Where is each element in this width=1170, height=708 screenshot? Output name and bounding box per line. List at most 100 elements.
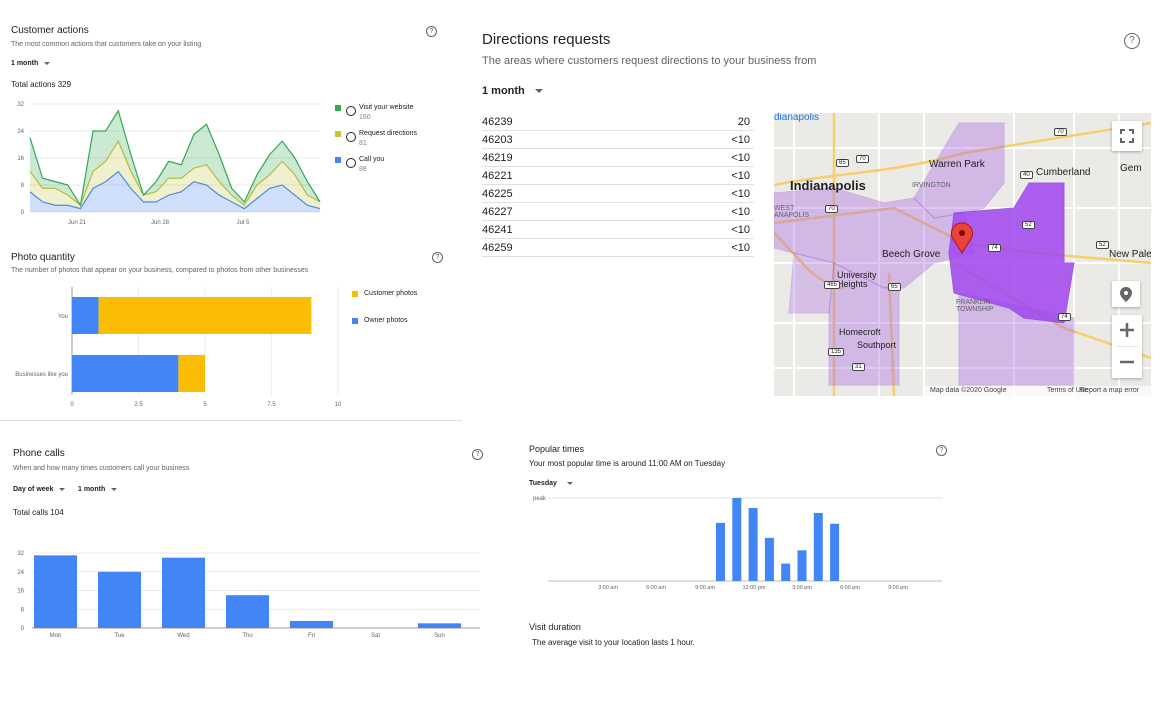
plus-icon bbox=[1120, 323, 1134, 337]
request-count: <10 bbox=[731, 188, 750, 200]
chevron-down-icon bbox=[566, 481, 573, 485]
zoom-out-button[interactable] bbox=[1112, 347, 1142, 378]
period-label: 1 month bbox=[78, 486, 106, 493]
bar bbox=[34, 555, 77, 628]
bar bbox=[162, 557, 205, 628]
phone-calls-title: Phone calls bbox=[13, 448, 65, 459]
popular-times-subtitle: Your most popular time is around 11:00 A… bbox=[529, 459, 726, 468]
popular-times-day-dropdown[interactable]: Tuesday bbox=[529, 480, 573, 487]
x-tick-label: 10 bbox=[335, 402, 342, 408]
series-line bbox=[29, 139, 321, 207]
highway-shield: 40 bbox=[1020, 171, 1033, 179]
bar bbox=[716, 522, 725, 581]
table-row: 46219 <10 bbox=[482, 149, 754, 167]
zip-code: 46241 bbox=[482, 224, 513, 236]
highway-shield: 52 bbox=[1022, 221, 1035, 229]
request-count: <10 bbox=[731, 170, 750, 182]
x-tick-label: Tue bbox=[114, 633, 125, 639]
visit-duration-text: The average visit to your location lasts… bbox=[532, 638, 695, 647]
y-tick-label: 24 bbox=[17, 129, 24, 135]
popular-times-title: Popular times bbox=[529, 444, 585, 454]
bar bbox=[290, 620, 333, 628]
legend-label: Visit your website bbox=[359, 104, 414, 111]
y-tick-label: 16 bbox=[17, 156, 24, 162]
highway-shield: 52 bbox=[1096, 241, 1109, 249]
zip-code: 46259 bbox=[482, 242, 513, 254]
map-place-label: Indianapolis bbox=[790, 178, 866, 193]
directions-icon bbox=[346, 132, 356, 142]
bar bbox=[98, 571, 141, 628]
map-place-label: FRANKLIN TOWNSHIP bbox=[956, 299, 994, 314]
zoom-in-button[interactable] bbox=[1112, 315, 1142, 346]
x-tick-label: 3:00 pm bbox=[792, 585, 812, 591]
phone-calls-subtitle: When and how many times customers call y… bbox=[13, 465, 190, 472]
bar-segment bbox=[72, 297, 99, 334]
map-place-label: New Pales bbox=[1109, 249, 1151, 260]
x-tick-label: Jun 21 bbox=[68, 220, 87, 226]
chevron-down-icon bbox=[44, 61, 51, 65]
x-tick-label: 7.5 bbox=[267, 402, 276, 408]
phone-calls-total: Total calls 104 bbox=[13, 508, 64, 517]
table-row: 46259 <10 bbox=[482, 239, 754, 257]
x-tick-label: Mon bbox=[50, 633, 62, 639]
map-report-link[interactable]: Report a map error bbox=[1080, 387, 1140, 394]
request-count: <10 bbox=[731, 242, 750, 254]
x-tick-label: 5 bbox=[203, 402, 207, 408]
chevron-down-icon bbox=[111, 487, 118, 491]
phone-calls-day-dropdown[interactable]: Day of week bbox=[13, 486, 66, 493]
day-label: Tuesday bbox=[529, 480, 557, 487]
fullscreen-button[interactable] bbox=[1112, 121, 1142, 151]
highway-shield: 65 bbox=[888, 283, 901, 291]
popular-times-help-icon[interactable]: ? bbox=[936, 445, 947, 456]
map-place-label: IRVINGTON bbox=[912, 182, 951, 189]
x-tick-label: 3:00 am bbox=[598, 585, 618, 591]
customer-actions-chart: 32 24 16 8 0 Jun 21 Jun 28 Jul 5 bbox=[17, 102, 321, 226]
map-place-label: dianapolis bbox=[774, 113, 820, 123]
zip-code: 46203 bbox=[482, 134, 513, 146]
y-tick-label: 32 bbox=[17, 102, 24, 108]
map-place-label: Warren Park bbox=[929, 159, 985, 170]
map-place-label: Cumberland bbox=[1036, 167, 1091, 178]
phone-calls-help-icon[interactable]: ? bbox=[472, 449, 483, 460]
directions-subtitle: The areas where customers request direct… bbox=[482, 55, 817, 67]
customer-actions-period-dropdown[interactable]: 1 month bbox=[11, 60, 51, 67]
x-tick-label: 6:00 am bbox=[646, 585, 666, 591]
series-line bbox=[29, 170, 321, 210]
directions-map[interactable]: dianapolis Indianapolis Warren Park IRVINGT… bbox=[774, 113, 1151, 396]
legend-label: Call you bbox=[359, 156, 385, 163]
bar bbox=[748, 507, 758, 581]
my-location-button[interactable] bbox=[1112, 281, 1140, 307]
minus-icon bbox=[1120, 360, 1134, 364]
bar bbox=[418, 623, 461, 628]
legend-value: 81 bbox=[359, 140, 367, 147]
map-terms-link[interactable]: Terms of Use bbox=[1047, 387, 1089, 394]
photo-quantity-help-icon[interactable]: ? bbox=[432, 252, 443, 263]
table-row: 46221 <10 bbox=[482, 167, 754, 185]
legend-swatch bbox=[335, 157, 341, 163]
legend-swatch bbox=[352, 318, 358, 324]
phone-calls-period-dropdown[interactable]: 1 month bbox=[78, 486, 118, 493]
directions-help-icon[interactable]: ? bbox=[1124, 33, 1140, 49]
photo-quantity-chart: 0 2.5 5 7.5 10 You Businesses like you bbox=[15, 287, 342, 408]
x-tick-label: Thu bbox=[242, 633, 252, 639]
bar bbox=[226, 595, 269, 628]
category-label: You bbox=[58, 314, 68, 320]
chevron-down-icon bbox=[534, 89, 543, 94]
highway-shield: 135 bbox=[828, 348, 845, 356]
period-label: 1 month bbox=[482, 85, 525, 97]
bar bbox=[781, 563, 791, 581]
directions-period-dropdown[interactable]: 1 month bbox=[482, 85, 543, 97]
request-count: <10 bbox=[731, 152, 750, 164]
bar bbox=[764, 537, 774, 581]
y-tick-label: 24 bbox=[17, 570, 24, 576]
x-tick-label: Sun bbox=[434, 633, 445, 639]
location-pin-icon bbox=[1120, 287, 1132, 302]
request-count: <10 bbox=[731, 224, 750, 236]
x-tick-label: Jul 5 bbox=[237, 220, 250, 226]
customer-actions-help-icon[interactable]: ? bbox=[426, 26, 437, 37]
map-place-label: Gem bbox=[1120, 163, 1142, 174]
zip-code: 46225 bbox=[482, 188, 513, 200]
zoom-controls bbox=[1112, 315, 1142, 378]
bar bbox=[797, 550, 807, 581]
legend-swatch bbox=[335, 131, 341, 137]
